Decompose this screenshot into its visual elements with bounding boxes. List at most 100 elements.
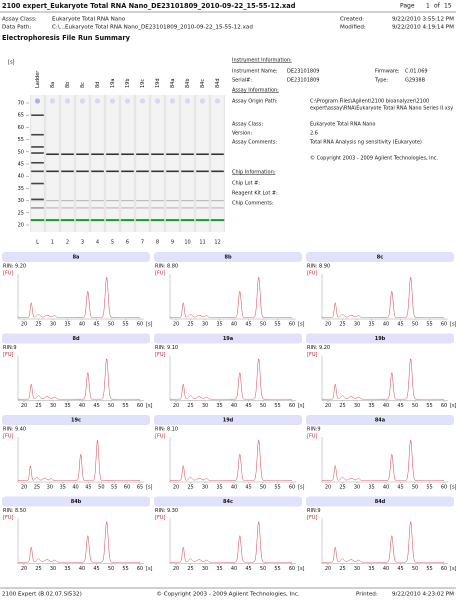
lane-number: 11 [199,240,205,246]
x-tick-label: 30 [354,403,360,409]
rin: RIN: 8.10 [155,427,178,433]
rin: RIN: 9.30 [155,508,178,514]
printed: 9/22/2010 4:23:02 PM [392,592,454,598]
electropherogram-panel: 84a RIN:9[FU] 20 25 30 35 40 45 50 55 60 [s] [306,415,456,491]
lane-number: 1 [51,240,54,246]
x-tick-label: 55 [426,403,432,409]
marker-band [30,219,45,222]
x-tick-label: 50 [108,403,114,409]
sample-name: 8c [377,255,383,261]
lane-number: 8 [156,240,159,246]
gel-band [106,153,119,156]
firmware-label: Firmware: [375,69,400,75]
marker-band [135,219,150,222]
run-info: Instrument Information: Instrument Name:… [232,58,453,207]
chip-heading: Chip Information: [232,170,276,176]
gel-faint-band [61,200,74,202]
assay-class-label: Assay Class: [2,17,37,23]
x-tick-label: 45 [245,322,251,328]
x-tick-label: 20 [21,403,27,409]
gel-band [136,170,149,173]
x-tick-label: 25 [187,566,193,572]
gel-faint-band [196,200,209,202]
lane-label: 19a [110,79,116,88]
lane-label: 84a [170,79,176,88]
x-tick-label: 60 [137,322,143,328]
type: G2938B [405,78,426,84]
data-path: C:\...Eukaryote Total RNA Nano_DE2310180… [52,25,253,31]
footer-version: 2100 Expert (B.02.07.SI532) [2,592,82,598]
well [79,98,86,104]
panel-header [154,252,302,262]
x-unit: [s] [298,403,305,409]
x-tick-label: 30 [50,322,56,328]
x-tick-label: 50 [412,485,418,491]
trace [170,358,292,400]
y-unit: [FU] [155,515,165,521]
gel-tick-label: 35 [18,186,24,192]
x-tick-label: 50 [260,485,266,491]
rin: RIN: 8.50 [3,508,26,514]
x-tick-label: 25 [339,485,345,491]
x-tick-label: 25 [187,403,193,409]
x-tick-label: 40 [383,322,389,328]
marker-band [75,219,90,222]
lane-number: 10 [184,240,190,246]
x-tick-label: 30 [202,566,208,572]
gel-band [121,170,134,173]
gel-band [31,170,44,173]
gel-faint-band [151,200,164,202]
x-tick-label: 30 [354,322,360,328]
lane [76,95,89,232]
gel-faint-band [121,207,134,209]
assay-class: Eukaryote Total RNA Nano [52,17,126,23]
gel-faint-band [211,200,224,202]
page-number: 1 [426,3,430,10]
x-tick-label: 55 [274,566,280,572]
chip-lot-label: Chip Lot #: [232,181,260,187]
gel-faint-band [106,200,119,202]
y-unit: [FU] [155,352,165,358]
y-unit: [FU] [3,515,13,521]
gel-band [46,170,59,173]
firmware: C.01.069 [405,69,428,75]
x-tick-label: 60 [137,403,143,409]
gel-band [196,153,209,156]
electropherogram-panel: 84c RIN: 9.30[FU] 20 25 30 35 40 45 50 55 60 [s] [154,496,305,572]
gel-band [31,152,44,154]
well [199,98,206,104]
x-tick-label: 25 [339,322,345,328]
electropherogram-panel: 8a RIN: 9.20[FU] 20 25 30 35 40 45 50 55 60 [s] [2,252,153,328]
y-unit: [FU] [307,352,317,358]
sample-name: 84c [223,499,233,505]
sample-name: 19b [375,336,386,342]
x-tick-label: 55 [122,566,128,572]
electropherogram-panel: 19a RIN: 9.10[FU] 20 25 30 35 40 45 50 55 60 [s] [154,333,305,409]
gel-faint-band [106,207,119,209]
electropherogram-panel: 84b RIN: 8.50[FU] 20 25 30 35 40 45 50 55 60 [s] [2,496,153,572]
panel-header [2,333,150,344]
gel-band [181,170,194,173]
gel-band [76,153,89,156]
lane-number: 9 [171,240,174,246]
well [49,98,56,104]
x-tick-label: 60 [124,485,130,491]
gel-faint-band [91,207,104,209]
y-unit: [FU] [3,434,13,440]
trace [322,358,444,400]
x-tick-label: 40 [383,403,389,409]
origin-path-line: expert\assay\RNA\Eukaryote Total RNA Nan… [310,106,453,112]
gel-faint-band [181,200,194,202]
lane-label: Ladder [35,70,41,88]
gel-band [211,153,224,156]
modified: 9/22/2010 4:19:14 PM [392,25,454,31]
sample-name: 84d [375,499,386,505]
x-tick-label: 35 [64,403,70,409]
x-tick-label: 45 [93,566,99,572]
x-tick-label: 55 [274,403,280,409]
gel-faint-band [46,200,59,202]
lane [166,95,179,232]
marker-band [60,219,75,222]
lane-label: 8b [65,82,71,88]
gel-band [61,153,74,156]
